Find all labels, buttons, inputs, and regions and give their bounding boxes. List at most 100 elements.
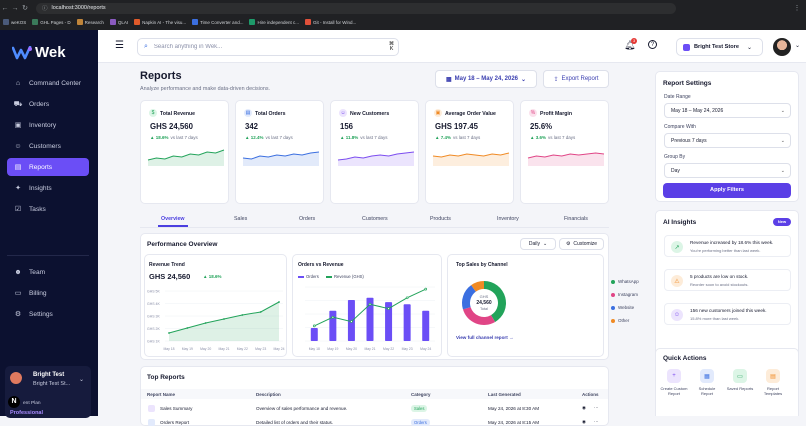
revenue-point (278, 301, 280, 303)
quick-action-label: Report Templates (763, 386, 783, 396)
reload-icon[interactable]: ↻ (22, 5, 28, 12)
donut-center-sub: Total (479, 307, 489, 311)
customize-button[interactable]: ⚙ Customize (559, 238, 604, 250)
main-area: ☰ ⌕ ⌘ K 🔔︎ 3 ? Bright Test Store ⌄ ⌄ Rep… (98, 30, 806, 426)
bookmark-item[interactable]: Napkin AI - The visu... (134, 19, 186, 25)
quick-action[interactable]: ▤ Report Templates (759, 369, 787, 396)
date-range-select[interactable]: May 18 – May 24, 2026 ⌄ (664, 103, 791, 118)
insight-item[interactable]: ☺ 156 new customers joined this week. 15.8… (664, 303, 791, 325)
x-tick-label: May 22 (383, 347, 394, 351)
chevron-down-icon[interactable]: ⌄ (795, 43, 801, 49)
x-tick-label: May 19 (327, 347, 338, 351)
sidebar-item-settings[interactable]: ⚙ Settings (7, 305, 89, 323)
channel-report-link[interactable]: View full channel report → (456, 335, 514, 340)
back-icon[interactable]: ← (1, 4, 9, 12)
sidebar-item-label: Orders (29, 100, 50, 108)
kpi-delta: ▲ 3.6% vs last 7 days (530, 135, 575, 140)
bookmark-item[interactable]: weKOS (3, 19, 26, 25)
help-icon[interactable]: ? (648, 40, 657, 49)
quick-action[interactable]: ▭ Saved Reports (726, 369, 754, 391)
more-icon[interactable]: ⋯ (594, 405, 599, 410)
kpi-value: 25.6% (530, 122, 553, 131)
site-info-icon[interactable]: ⓘ (42, 6, 48, 12)
kpi-card[interactable]: ▣ Average Order Value GHS 197.45 ▲ 7.4% vs l… (425, 100, 514, 204)
insight-item[interactable]: ⚠ 5 products are low on stock. Reorder soo… (664, 269, 791, 291)
user-card[interactable]: Bright Test Bright Test St... ⌄ N ent Pl… (5, 366, 91, 418)
extensions-icon[interactable]: ⋮ (793, 5, 801, 12)
sidebar-item-label: Reports (29, 163, 53, 171)
export-report-button[interactable]: ⇪ Export Report (543, 70, 609, 88)
revenue-point (387, 307, 390, 310)
kpi-delta: ▲ 18.6% vs last 7 days (150, 135, 198, 140)
sidebar-item-team[interactable]: ☻ Team (7, 263, 89, 281)
profile-avatar[interactable] (773, 38, 791, 56)
sidebar-item-tasks[interactable]: ☑ Tasks (7, 200, 89, 218)
sidebar-item-billing[interactable]: ▭ Billing (7, 284, 89, 302)
kpi-card[interactable]: $ Total Revenue GHS 24,560 ▲ 18.6% vs last 7… (140, 100, 229, 204)
bookmark-item[interactable]: Git - Install for Wind... (304, 19, 356, 25)
chevron-down-icon[interactable]: ⌄ (79, 377, 85, 383)
revenue-point (331, 315, 335, 319)
tab-overview[interactable]: Overview (161, 216, 185, 222)
bookmark-item[interactable]: Time Converter and... (192, 19, 243, 25)
brand-logo[interactable]: Wek (12, 44, 66, 61)
bookmark-item[interactable]: QLAI (109, 19, 128, 25)
search-input[interactable] (153, 44, 364, 50)
compare-select[interactable]: Previous 7 days ⌄ (664, 133, 791, 148)
tab-products[interactable]: Products (430, 216, 451, 222)
channel-label: Other (618, 318, 630, 323)
period-value: Daily (528, 241, 540, 247)
donut-slice (462, 285, 476, 310)
search-box[interactable]: ⌕ ⌘ K (137, 38, 399, 56)
bell-icon[interactable]: 🔔︎ (624, 40, 636, 50)
sidebar-item-insights[interactable]: ✦ Insights (7, 179, 89, 197)
command-icon: ⌂ (15, 79, 21, 87)
kpi-title: New Customers (350, 111, 390, 117)
quick-action-label: Saved Reports (726, 386, 754, 391)
bookmark-item[interactable]: Research (76, 19, 104, 25)
chevron-down-icon: ⌄ (521, 76, 527, 83)
group-by-select[interactable]: Day ⌄ (664, 163, 791, 178)
kpi-sparkline (527, 152, 605, 166)
tab-customers[interactable]: Customers (362, 216, 388, 222)
address-bar[interactable]: ⓘ localhost:3000/reports (36, 2, 676, 14)
menu-icon[interactable]: ☰ (115, 40, 124, 51)
tab-inventory[interactable]: Inventory (497, 216, 519, 222)
report-name[interactable]: Orders Report (160, 420, 190, 425)
kpi-value: GHS 197.45 (435, 122, 478, 131)
sidebar-item-command-center[interactable]: ⌂ Command Center (7, 74, 89, 92)
kpi-card[interactable]: ▤ Total Orders 342 ▲ 12.4% vs last 7 days (235, 100, 324, 204)
report-name[interactable]: Sales Summary (160, 406, 193, 411)
view-icon[interactable]: ◉ (582, 405, 587, 410)
donut-slice (471, 281, 484, 292)
bookmark-label: Time Converter and... (200, 19, 244, 25)
view-icon[interactable]: ◉ (582, 419, 587, 424)
chevron-down-icon: ⌄ (780, 168, 785, 174)
kpi-icon: ☺ (339, 109, 347, 117)
orders-bar (422, 310, 430, 341)
sidebar-item-reports[interactable]: ▤ Reports (7, 158, 89, 176)
kpi-card[interactable]: % Profit Margin 25.6% ▲ 3.6% vs last 7 days (520, 100, 609, 204)
apply-filters-button[interactable]: Apply Filters (663, 183, 791, 198)
kpi-card[interactable]: ☺ New Customers 156 ▲ 11.8% vs last 7 days (330, 100, 419, 204)
forward-icon[interactable]: → (11, 4, 19, 12)
more-icon[interactable]: ⋯ (594, 419, 599, 424)
sidebar-item-orders[interactable]: ⛟ Orders (7, 95, 89, 113)
x-tick-label: May 20 (346, 347, 357, 351)
tab-sales[interactable]: Sales (234, 216, 248, 222)
bookmark-item[interactable]: Hire independent c... (249, 19, 299, 25)
sidebar-item-inventory[interactable]: ▣ Inventory (7, 116, 89, 134)
sidebar-item-customers[interactable]: ☺ Customers (7, 137, 89, 155)
category-badge: Sales (411, 405, 428, 412)
period-select[interactable]: Daily ⌄ (520, 238, 556, 250)
x-tick-label: May 23 (255, 347, 266, 351)
quick-action[interactable]: ▦ Schedule Report (693, 369, 721, 396)
tab-financials[interactable]: Financials (564, 216, 588, 222)
kpi-delta-suffix: vs last 7 days (360, 135, 388, 140)
quick-action[interactable]: + Create Custom Report (660, 369, 688, 396)
tab-orders[interactable]: Orders (299, 216, 316, 222)
store-switcher[interactable]: Bright Test Store ⌄ (676, 38, 763, 56)
date-range-button[interactable]: ▦ May 18 – May 24, 2026 ⌄ (435, 70, 537, 88)
bookmark-item[interactable]: GHL Pages - D (32, 19, 71, 25)
insight-item[interactable]: ↗ Revenue increased by 18.6% this week. Yo… (664, 235, 791, 257)
